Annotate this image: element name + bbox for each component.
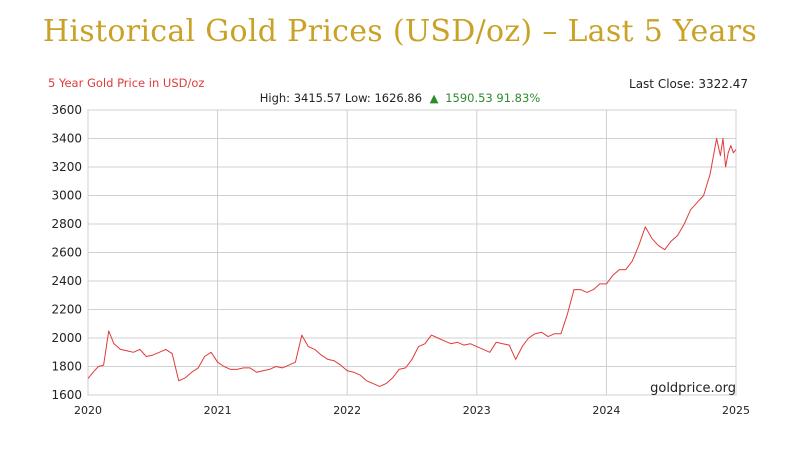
y-tick-label: 3200 [51,160,82,174]
y-tick-label: 2800 [51,217,82,231]
x-tick-label: 2022 [333,404,361,417]
stats-change: 1590.53 91.83% [445,91,540,105]
y-tick-label: 2200 [51,303,82,317]
x-tick-label: 2021 [204,404,232,417]
y-tick-labels: 1600 1800 2000 2200 2400 2600 2800 3000 3200 3400… [51,103,82,402]
gold-price-line [87,138,737,387]
y-tick-label: 2400 [51,274,82,288]
x-tick-label: 2025 [722,404,750,417]
stats-high-low: High: 3415.57 Low: 1626.86 [260,91,422,105]
y-gridlines [88,109,736,396]
x-gridlines [87,110,737,395]
change-up-arrow-icon: ▲ [430,91,439,105]
y-tick-label: 1600 [51,388,82,402]
x-tick-label: 2023 [463,404,491,417]
y-tick-label: 2600 [51,246,82,260]
x-tick-label: 2020 [74,404,102,417]
stats-line: High: 3415.57 Low: 1626.86 ▲ 1590.53 91.… [260,91,541,105]
y-tick-label: 3600 [51,103,82,117]
y-tick-label: 1800 [51,360,82,374]
y-tick-label: 3400 [51,132,82,146]
watermark: goldprice.org [650,381,736,396]
x-tick-labels: 2020 2021 2022 2023 2024 2025 [74,404,750,417]
y-tick-label: 2000 [51,331,82,345]
banner-title: Historical Gold Prices (USD/oz) – Last 5… [42,14,758,49]
y-tick-label: 3000 [51,189,82,203]
x-tick-label: 2024 [592,404,620,417]
last-close-text: Last Close: 3322.47 [629,77,748,91]
chart-title: 5 Year Gold Price in USD/oz [48,76,204,90]
